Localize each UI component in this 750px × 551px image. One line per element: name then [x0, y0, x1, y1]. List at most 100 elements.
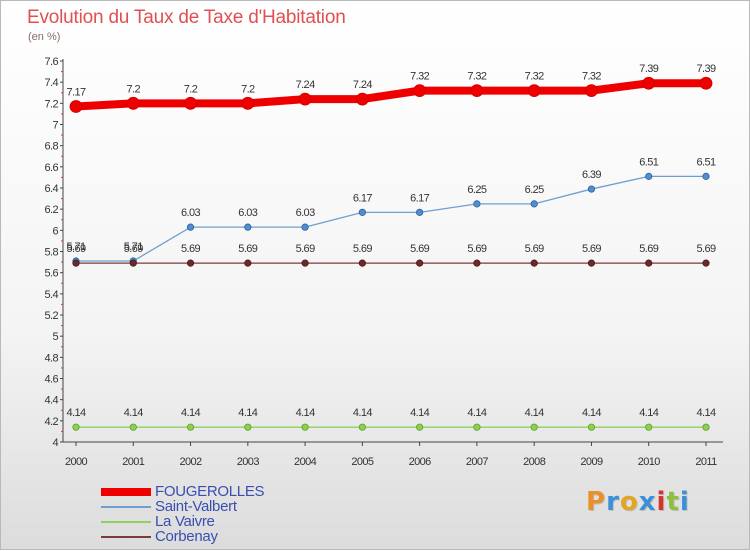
data-label-fougerolles: 7.32: [467, 71, 486, 83]
data-point-corbenay: [72, 259, 80, 267]
y-tick-label: 5.8: [45, 247, 59, 259]
x-tick-label: 2006: [409, 456, 432, 468]
y-tick-label: 6.8: [45, 141, 59, 153]
data-point-la-vaivre: [702, 423, 710, 431]
data-point-fougerolles: [298, 92, 312, 106]
legend-label: Saint-Valbert: [155, 498, 237, 515]
data-point-fougerolles: [413, 84, 427, 98]
data-label-saint-valbert: 5.71: [66, 241, 85, 253]
data-label-la-vaivre: 4.14: [582, 407, 601, 419]
data-point-fougerolles: [126, 96, 140, 110]
y-tick-label: 4.4: [45, 395, 59, 407]
data-label-saint-valbert: 6.51: [696, 156, 715, 168]
logo-letter: i: [656, 487, 667, 517]
data-label-la-vaivre: 4.14: [296, 407, 315, 419]
data-label-saint-valbert: 6.03: [181, 207, 200, 219]
x-tick-label: 2007: [466, 456, 489, 468]
data-point-la-vaivre: [587, 423, 596, 431]
y-tick-label: 4.8: [45, 352, 59, 364]
series-lines: [69, 76, 713, 431]
data-label-fougerolles: 7.39: [696, 63, 715, 75]
y-tick-label: 5: [52, 331, 58, 343]
data-label-la-vaivre: 4.14: [66, 407, 85, 419]
data-label-fougerolles: 7.2: [127, 83, 141, 95]
y-tick-label: 7.4: [45, 77, 59, 89]
data-label-saint-valbert: 6.17: [410, 192, 429, 204]
data-label-saint-valbert: 6.25: [467, 184, 486, 196]
data-point-corbenay: [129, 259, 137, 267]
data-label-fougerolles: 7.17: [66, 87, 85, 99]
data-point-saint-valbert: [530, 200, 538, 208]
data-point-la-vaivre: [645, 423, 653, 431]
chart-title: Evolution du Taux de Taxe d'Habitation: [27, 7, 346, 28]
proxiti-logo: Proxiti: [586, 487, 690, 517]
logo-letter: x: [638, 487, 657, 517]
data-label-corbenay: 5.69: [66, 243, 85, 255]
data-label-fougerolles: 7.2: [184, 83, 198, 95]
data-point-fougerolles: [699, 76, 713, 90]
data-point-saint-valbert: [186, 223, 195, 231]
data-label-la-vaivre: 4.14: [238, 407, 257, 419]
data-labels: 7.17 7.2 7.2 7.2 7.24 7.24 7.32 7.32 7.32 7.32 7.3…: [66, 63, 716, 419]
data-label-la-vaivre: 4.14: [410, 407, 429, 419]
data-label-corbenay: 5.69: [467, 243, 486, 255]
data-label-corbenay: 5.69: [353, 243, 372, 255]
data-point-fougerolles: [527, 84, 541, 98]
data-point-corbenay: [416, 259, 424, 267]
data-label-fougerolles: 7.39: [639, 63, 658, 75]
series-corbenay: [72, 259, 710, 267]
data-point-fougerolles: [585, 84, 598, 98]
data-label-saint-valbert: 6.03: [238, 207, 257, 219]
y-tick-label: 4.6: [45, 374, 59, 386]
series-line-saint-valbert: [75, 175, 707, 262]
data-label-fougerolles: 7.24: [296, 79, 315, 91]
data-point-corbenay: [186, 259, 195, 267]
data-label-corbenay: 5.69: [238, 243, 257, 255]
data-label-corbenay: 5.69: [296, 243, 315, 255]
data-point-saint-valbert: [358, 208, 366, 216]
y-tick-label: 7: [52, 120, 58, 132]
chart-subtitle: (en %): [28, 31, 61, 43]
x-tick-label: 2003: [237, 456, 260, 468]
data-label-fougerolles: 7.32: [582, 71, 601, 83]
data-point-la-vaivre: [72, 423, 80, 431]
data-point-fougerolles: [184, 96, 197, 110]
legend-swatch: [101, 536, 151, 538]
data-point-corbenay: [645, 259, 653, 267]
y-tick-label: 7.2: [45, 98, 59, 110]
y-tick-label: 6.4: [45, 183, 59, 195]
data-label-fougerolles: 7.2: [241, 83, 255, 95]
data-point-la-vaivre: [358, 423, 366, 431]
data-label-saint-valbert: 6.25: [525, 184, 544, 196]
data-point-fougerolles: [642, 76, 656, 90]
x-tick-label: 2005: [351, 456, 374, 468]
y-tick-label: 7.6: [45, 56, 59, 68]
data-label-la-vaivre: 4.14: [696, 407, 715, 419]
logo-letter: r: [606, 487, 620, 517]
data-point-corbenay: [301, 259, 309, 267]
data-point-saint-valbert: [645, 172, 653, 180]
series-line-fougerolles: [72, 79, 710, 111]
data-label-corbenay: 5.69: [525, 243, 544, 255]
x-tick-label: 2010: [638, 456, 661, 468]
data-label-corbenay: 5.69: [582, 243, 601, 255]
logo-letter: P: [586, 487, 607, 517]
x-tick-label: 2001: [122, 456, 145, 468]
y-tick-label: 4: [52, 437, 58, 449]
data-label-saint-valbert: 6.39: [582, 169, 601, 181]
logo-letter: t: [666, 487, 680, 517]
legend-label: La Vaivre: [155, 513, 215, 530]
legend-swatch: [101, 506, 151, 508]
data-label-la-vaivre: 4.14: [639, 407, 658, 419]
data-label-la-vaivre: 4.14: [353, 407, 372, 419]
data-label-la-vaivre: 4.14: [181, 407, 200, 419]
logo-letter: o: [619, 487, 639, 517]
data-point-corbenay: [530, 259, 538, 267]
y-tick-label: 5.6: [45, 268, 59, 280]
x-tick-label: 2008: [523, 456, 546, 468]
y-tick-label: 6.6: [45, 162, 59, 174]
data-point-fougerolles: [470, 84, 484, 98]
data-point-la-vaivre: [416, 423, 424, 431]
data-label-saint-valbert: 6.03: [296, 207, 315, 219]
